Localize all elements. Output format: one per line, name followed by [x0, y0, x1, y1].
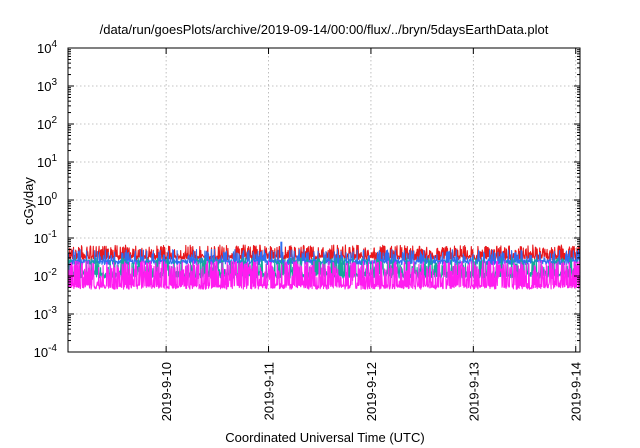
series-layer	[67, 241, 581, 290]
x-tick-label: 2019-9-13	[466, 362, 481, 421]
x-tick-label: 2019-9-12	[364, 362, 379, 421]
y-tick-label: 103	[37, 77, 57, 94]
y-axis-label: cGy/day	[21, 177, 36, 225]
chart-title: /data/run/goesPlots/archive/2019-09-14/0…	[100, 22, 549, 37]
y-tick-label: 10-1	[34, 229, 58, 246]
y-tick-label: 101	[37, 153, 57, 170]
x-tick-label: 2019-9-11	[262, 362, 277, 420]
axis-ticks: 10-4 10-3 10-2 10-1 100 101 102 103 104 2019-9-10…	[34, 39, 584, 421]
y-tick-label: 10-3	[34, 305, 58, 322]
y-tick-label: 10-2	[34, 267, 58, 284]
grid-lines	[68, 48, 580, 352]
x-axis-label: Coordinated Universal Time (UTC)	[225, 430, 424, 445]
y-tick-label: 104	[37, 39, 57, 56]
x-tick-label: 2019-9-10	[159, 362, 174, 421]
y-tick-label: 100	[37, 191, 57, 208]
x-tick-label: 2019-9-14	[569, 362, 584, 421]
y-tick-label: 10-4	[34, 343, 58, 360]
y-tick-label: 102	[37, 115, 57, 132]
series-line	[67, 260, 581, 290]
